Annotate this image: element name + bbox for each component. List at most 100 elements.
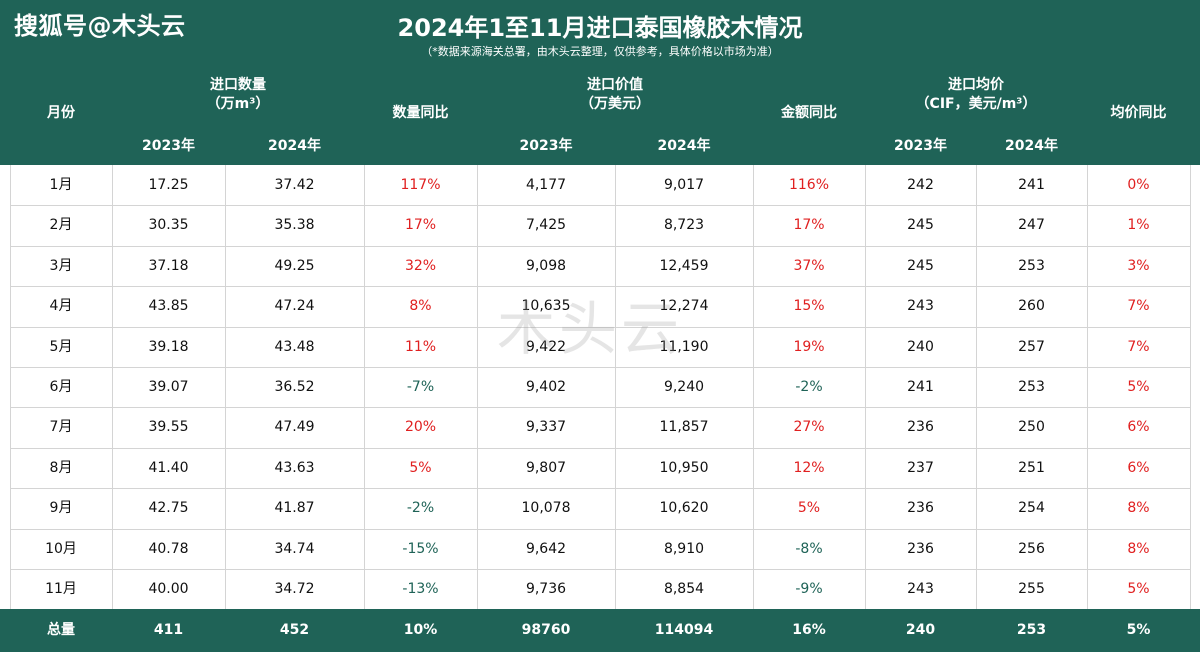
- cell-price-2024: 253: [1018, 257, 1045, 274]
- total-value-yoy: 16%: [792, 622, 826, 638]
- cell-price-yoy: 0%: [1127, 177, 1150, 193]
- column-divider: [477, 165, 478, 609]
- cell-price-yoy: 8%: [1127, 540, 1150, 557]
- cell-value-2024: 8,910: [663, 540, 705, 557]
- cell-price-2023: 245: [907, 257, 934, 274]
- column-divider: [615, 165, 616, 609]
- cell-value-2024: 10,950: [659, 459, 709, 476]
- column-divider: [976, 165, 977, 609]
- cell-month: 9月: [49, 500, 73, 517]
- cell-value-2024: 12,274: [659, 298, 709, 315]
- cell-month: 8月: [49, 459, 73, 476]
- cell-month: 2月: [49, 217, 73, 234]
- total-qty-2024: 452: [279, 622, 310, 638]
- cell-qty-2024: 35.38: [274, 217, 315, 234]
- total-price-yoy: 5%: [1126, 622, 1151, 638]
- cell-price-2024: 247: [1018, 217, 1045, 234]
- cell-month: 4月: [49, 298, 73, 315]
- cell-price-2023: 240: [907, 338, 934, 355]
- header-price-unit: （CIF，美元/m³）: [915, 96, 1037, 112]
- total-label: 总量: [47, 622, 75, 638]
- row-divider: [10, 488, 1190, 490]
- column-divider: [364, 165, 365, 609]
- cell-price-2024: 241: [1018, 177, 1045, 193]
- total-value-2024: 114094: [654, 622, 714, 638]
- row-divider: [10, 528, 1190, 530]
- cell-value-yoy: 5%: [797, 500, 821, 517]
- cell-price-2023: 243: [907, 298, 934, 315]
- table-row: 11月 40.00 34.72 -13% 9,736 8,854 -9% 243 255 5%: [0, 569, 1200, 609]
- cell-month: 11月: [45, 581, 77, 597]
- cell-price-2024: 253: [1018, 379, 1045, 395]
- cell-price-yoy: 7%: [1127, 298, 1150, 315]
- cell-value-yoy: 12%: [793, 459, 825, 476]
- cell-price-2023: 243: [907, 581, 934, 597]
- cell-price-yoy: 5%: [1127, 379, 1150, 395]
- cell-price-2024: 255: [1018, 581, 1045, 597]
- cell-qty-2023: 39.18: [148, 338, 189, 355]
- cell-qty-2023: 40.00: [148, 581, 189, 597]
- cell-price-2024: 254: [1018, 500, 1045, 517]
- cell-value-2023: 9,422: [525, 338, 567, 355]
- cell-value-2023: 9,736: [525, 581, 567, 597]
- cell-price-2024: 257: [1018, 338, 1045, 355]
- cell-value-2024: 9,240: [663, 379, 705, 395]
- header-qty-yoy: 数量同比: [392, 105, 449, 121]
- cell-price-2024: 260: [1018, 298, 1045, 315]
- cell-price-2023: 236: [907, 540, 934, 557]
- cell-qty-2024: 43.63: [274, 459, 315, 476]
- cell-qty-yoy: -15%: [402, 540, 439, 557]
- total-price-2023: 240: [905, 622, 936, 638]
- cell-value-2024: 8,854: [663, 581, 705, 597]
- cell-month: 7月: [49, 419, 73, 436]
- cell-qty-2024: 47.49: [274, 419, 315, 436]
- cell-value-yoy: 15%: [793, 298, 825, 315]
- cell-value-2024: 12,459: [659, 257, 709, 274]
- header-value-2023: 2023年: [519, 138, 573, 154]
- header-qty-unit: （万m³）: [206, 96, 270, 112]
- cell-value-2023: 9,098: [525, 257, 567, 274]
- cell-price-2024: 256: [1018, 540, 1045, 557]
- column-divider: [10, 165, 11, 609]
- row-divider: [10, 245, 1190, 247]
- cell-price-2024: 251: [1018, 459, 1045, 476]
- cell-price-2023: 236: [907, 419, 934, 436]
- cell-value-2023: 9,807: [525, 459, 567, 476]
- cell-value-yoy: -2%: [795, 379, 823, 395]
- cell-price-2023: 236: [907, 500, 934, 517]
- table-row: 8月 41.40 43.63 5% 9,807 10,950 12% 237 251 6%: [0, 448, 1200, 488]
- table-header: 搜狐号@木头云 2024年1至11月进口泰国橡胶木情况 （*数据来源海关总署，由…: [0, 0, 1200, 165]
- table-row: 6月 39.07 36.52 -7% 9,402 9,240 -2% 241 253 5%: [0, 367, 1200, 407]
- cell-qty-yoy: 5%: [409, 459, 432, 476]
- cell-qty-yoy: 11%: [404, 338, 437, 355]
- cell-price-yoy: 1%: [1127, 217, 1150, 234]
- cell-qty-2024: 34.74: [274, 540, 315, 557]
- cell-value-yoy: 27%: [793, 419, 825, 436]
- column-divider: [112, 165, 113, 609]
- cell-value-2023: 10,078: [521, 500, 571, 517]
- table-row: 2月 30.35 35.38 17% 7,425 8,723 17% 245 247 1%: [0, 205, 1200, 245]
- cell-price-yoy: 3%: [1127, 257, 1150, 274]
- cell-value-yoy: -9%: [795, 581, 823, 597]
- cell-month: 10月: [45, 540, 77, 557]
- page-title: 2024年1至11月进口泰国橡胶木情况: [397, 14, 803, 42]
- cell-qty-2024: 47.24: [274, 298, 315, 315]
- cell-value-2023: 9,337: [525, 419, 567, 436]
- column-divider: [1087, 165, 1088, 609]
- cell-value-yoy: 19%: [793, 338, 825, 355]
- cell-qty-2024: 43.48: [274, 338, 315, 355]
- cell-value-2024: 11,857: [659, 419, 709, 436]
- total-qty-yoy: 10%: [403, 622, 438, 638]
- row-divider: [10, 205, 1190, 207]
- cell-qty-2023: 17.25: [148, 177, 189, 193]
- cell-price-2023: 245: [907, 217, 934, 234]
- cell-value-2024: 11,190: [659, 338, 709, 355]
- row-divider: [10, 367, 1190, 368]
- total-qty-2023: 411: [153, 622, 184, 638]
- header-price-2024: 2024年: [1005, 138, 1058, 154]
- cell-price-2023: 237: [907, 459, 934, 476]
- column-divider: [865, 165, 866, 609]
- cell-qty-yoy: 32%: [404, 257, 437, 274]
- cell-value-2024: 10,620: [659, 500, 709, 517]
- header-qty-2024: 2024年: [268, 138, 321, 154]
